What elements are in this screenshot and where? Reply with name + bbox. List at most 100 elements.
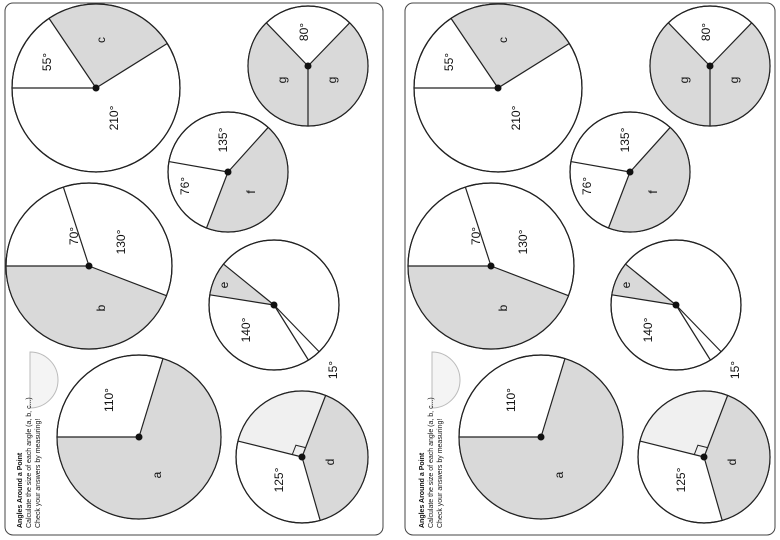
ray xyxy=(273,304,320,353)
angle-label: a xyxy=(552,471,566,478)
angle-label: f xyxy=(646,190,660,194)
angle-label: 55° xyxy=(442,53,456,71)
angle-label: 70° xyxy=(469,227,483,245)
angle-label: 80° xyxy=(699,23,713,41)
shaded-sector xyxy=(611,264,676,305)
angle-label: 15° xyxy=(728,361,742,379)
right-angle-mark xyxy=(291,444,306,455)
angle-label: 76° xyxy=(580,177,594,195)
ray xyxy=(667,22,711,67)
instruction-text: Check your answers by measuring! xyxy=(437,419,444,528)
angle-label: c xyxy=(94,37,108,43)
panel: 55° c 210° 80° g g 135° 76° f 70° 130° b e 140° 15° 110… xyxy=(407,3,771,528)
angle-label: a xyxy=(150,471,164,478)
ray xyxy=(703,395,729,458)
right-angle-mark xyxy=(693,444,708,455)
shaded-sector xyxy=(6,266,167,349)
angle-label: 125° xyxy=(272,467,286,492)
ray xyxy=(611,294,677,306)
ray xyxy=(273,304,309,361)
ray xyxy=(490,265,569,297)
center-dot xyxy=(494,84,502,92)
angle-label: d xyxy=(323,459,337,466)
protractor-icon xyxy=(29,351,59,409)
angle-label: g xyxy=(727,77,741,84)
center-dot xyxy=(706,62,714,70)
ray xyxy=(703,456,723,521)
angle-label: 80° xyxy=(297,23,311,41)
angle-label: b xyxy=(94,304,108,311)
angle-label: 55° xyxy=(40,53,54,71)
ray xyxy=(95,42,168,89)
center-dot xyxy=(537,433,545,441)
ray xyxy=(540,358,566,438)
ray xyxy=(62,186,90,267)
circle-outline xyxy=(235,390,369,524)
ray xyxy=(709,22,753,67)
center-dot xyxy=(672,301,680,309)
ray xyxy=(307,22,351,67)
angle-label: 110° xyxy=(504,388,518,412)
center-dot xyxy=(298,453,306,461)
ray xyxy=(88,265,167,297)
shaded-sector xyxy=(639,391,728,457)
ray xyxy=(205,171,229,229)
protractor-icon xyxy=(431,351,461,409)
angle-label: 76° xyxy=(178,177,192,195)
center-dot xyxy=(135,433,143,441)
instruction-text: Angles Around a Point xyxy=(419,452,426,528)
shaded-sector xyxy=(408,266,569,349)
circle-outline xyxy=(208,239,340,371)
ray xyxy=(223,263,275,306)
shaded-sector xyxy=(451,3,570,88)
angle-label: g xyxy=(677,77,691,84)
ray xyxy=(639,440,705,458)
ray xyxy=(675,304,722,353)
angle-label: 110° xyxy=(102,388,116,412)
ray xyxy=(265,22,309,67)
shaded-sector xyxy=(237,391,326,457)
angle-label: g xyxy=(275,77,289,84)
angle-label: b xyxy=(496,304,510,311)
panel-border xyxy=(404,2,776,536)
angle-label: 130° xyxy=(114,229,128,254)
ray xyxy=(301,395,327,458)
center-dot xyxy=(487,262,495,270)
angle-label: 135° xyxy=(216,127,230,152)
ray xyxy=(209,294,275,306)
angle-label: 125° xyxy=(674,467,688,492)
angle-label: 130° xyxy=(516,229,530,254)
center-dot xyxy=(92,84,100,92)
circle-outline xyxy=(569,111,691,233)
center-dot xyxy=(224,168,232,176)
panel-border xyxy=(4,2,384,536)
instruction-text: Check your answers by measuring! xyxy=(35,419,42,528)
angle-label: 135° xyxy=(618,127,632,152)
angle-label: f xyxy=(244,190,258,194)
shaded-sector xyxy=(206,127,289,233)
panel: 55° c 210° 80° g g 135° 76° f 70° 130° b e 140° 15° 110… xyxy=(5,3,369,528)
center-dot xyxy=(626,168,634,176)
ray xyxy=(450,18,499,89)
ray xyxy=(301,456,321,521)
angle-label: c xyxy=(496,37,510,43)
angle-label: 15° xyxy=(326,361,340,379)
shaded-sector xyxy=(608,127,690,233)
angle-label: 140° xyxy=(239,317,253,342)
ray xyxy=(464,186,492,267)
shaded-sector xyxy=(209,264,274,305)
instruction-text: Calculate the size of each angle (a, b, … xyxy=(428,397,435,528)
center-dot xyxy=(270,301,278,309)
ray xyxy=(629,127,671,173)
ray xyxy=(675,304,711,361)
angle-label: g xyxy=(325,77,339,84)
angle-label: 140° xyxy=(641,317,655,342)
instruction-text: Calculate the size of each angle (a, b, … xyxy=(26,397,33,528)
shaded-sector xyxy=(302,395,369,521)
circle-outline xyxy=(610,239,742,371)
angle-label: 210° xyxy=(509,105,523,130)
angle-label: d xyxy=(725,459,739,466)
ray xyxy=(607,171,631,229)
shaded-sector xyxy=(704,395,771,521)
